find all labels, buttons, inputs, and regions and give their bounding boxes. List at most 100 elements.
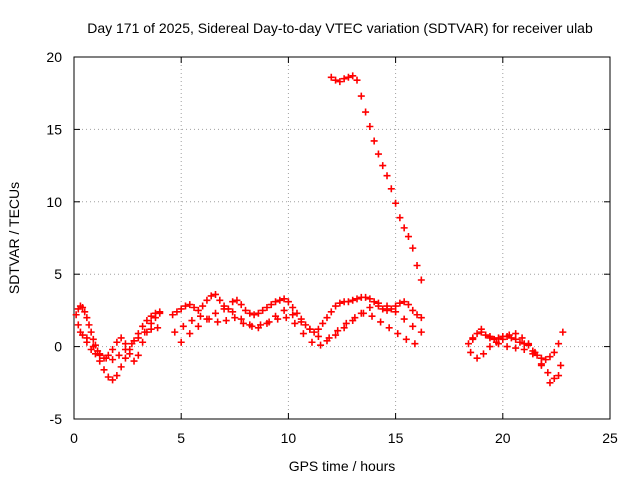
data-point xyxy=(154,324,162,332)
data-point xyxy=(96,357,104,365)
data-point xyxy=(297,318,305,326)
data-point xyxy=(480,350,488,358)
data-point xyxy=(173,308,181,316)
data-point xyxy=(550,348,558,356)
data-point xyxy=(186,301,194,309)
data-point xyxy=(327,73,335,81)
data-point xyxy=(340,75,348,83)
data-point xyxy=(147,325,155,333)
data-point xyxy=(366,304,374,312)
data-point xyxy=(327,308,335,316)
data-point xyxy=(89,335,97,343)
data-point xyxy=(417,328,425,336)
data-point xyxy=(353,295,361,303)
data-point xyxy=(495,340,503,348)
data-point xyxy=(237,301,245,309)
data-point xyxy=(109,376,117,384)
data-point xyxy=(130,357,138,365)
data-point xyxy=(379,305,387,313)
data-point xyxy=(464,340,472,348)
data-point xyxy=(81,308,89,316)
data-point xyxy=(263,304,271,312)
data-point xyxy=(248,322,256,330)
data-point xyxy=(231,314,239,322)
data-point xyxy=(557,361,565,369)
data-point xyxy=(467,348,475,356)
data-point xyxy=(396,299,404,307)
plot-frame xyxy=(73,56,611,420)
data-point xyxy=(473,330,481,338)
data-point xyxy=(546,353,554,361)
data-point xyxy=(179,322,187,330)
data-point xyxy=(147,312,155,320)
data-point xyxy=(239,319,247,327)
data-point xyxy=(559,328,567,336)
data-point xyxy=(486,332,494,340)
data-point xyxy=(525,340,533,348)
data-point xyxy=(362,293,370,301)
data-points xyxy=(72,72,567,387)
data-point xyxy=(181,302,189,310)
data-point xyxy=(289,311,297,319)
data-point xyxy=(237,315,245,323)
data-point xyxy=(139,338,147,346)
data-point xyxy=(336,299,344,307)
data-point xyxy=(370,298,378,306)
data-point xyxy=(417,276,425,284)
data-point xyxy=(482,331,490,339)
data-point xyxy=(409,322,417,330)
data-point xyxy=(362,108,370,116)
data-point xyxy=(529,350,537,358)
data-point xyxy=(323,314,331,322)
data-point xyxy=(555,372,563,380)
y-tick-label: 5 xyxy=(54,266,62,282)
x-tick-label: 15 xyxy=(388,430,404,446)
data-point xyxy=(344,298,352,306)
data-point xyxy=(177,338,185,346)
data-point xyxy=(267,301,275,309)
data-point xyxy=(177,305,185,313)
data-point xyxy=(242,306,250,314)
data-point xyxy=(259,306,267,314)
data-point xyxy=(276,296,284,304)
data-point xyxy=(222,317,230,325)
data-point xyxy=(383,172,391,180)
data-point xyxy=(400,315,408,323)
data-point xyxy=(413,262,421,270)
data-point xyxy=(550,374,558,382)
data-point xyxy=(214,318,222,326)
data-point xyxy=(229,298,237,306)
data-point xyxy=(518,334,526,342)
data-point xyxy=(319,319,327,327)
grid xyxy=(74,57,610,419)
y-tick-label: -5 xyxy=(50,411,63,427)
data-point xyxy=(134,351,142,359)
data-point xyxy=(216,296,224,304)
data-point xyxy=(512,344,520,352)
data-point xyxy=(368,312,376,320)
x-tick-label: 20 xyxy=(495,430,511,446)
data-point xyxy=(104,373,112,381)
data-point xyxy=(308,338,316,346)
x-axis-label: GPS time / hours xyxy=(289,458,396,474)
data-point xyxy=(102,354,110,362)
data-point xyxy=(366,123,374,131)
data-point xyxy=(377,318,385,326)
x-tick-label: 5 xyxy=(177,430,185,446)
y-tick-labels: -5 0 5 10 15 20 xyxy=(46,49,62,427)
data-point xyxy=(212,309,220,317)
data-point xyxy=(79,304,87,312)
data-point xyxy=(332,302,340,310)
data-point xyxy=(139,322,147,330)
data-point xyxy=(400,224,408,232)
data-point xyxy=(334,327,342,335)
data-point xyxy=(115,351,123,359)
data-point xyxy=(156,308,164,316)
data-point xyxy=(544,369,552,377)
data-point xyxy=(291,319,299,327)
data-point xyxy=(340,324,348,332)
y-tick-label: 15 xyxy=(46,121,62,137)
y-tick-label: 10 xyxy=(46,194,62,210)
data-point xyxy=(117,363,125,371)
data-point xyxy=(383,302,391,310)
